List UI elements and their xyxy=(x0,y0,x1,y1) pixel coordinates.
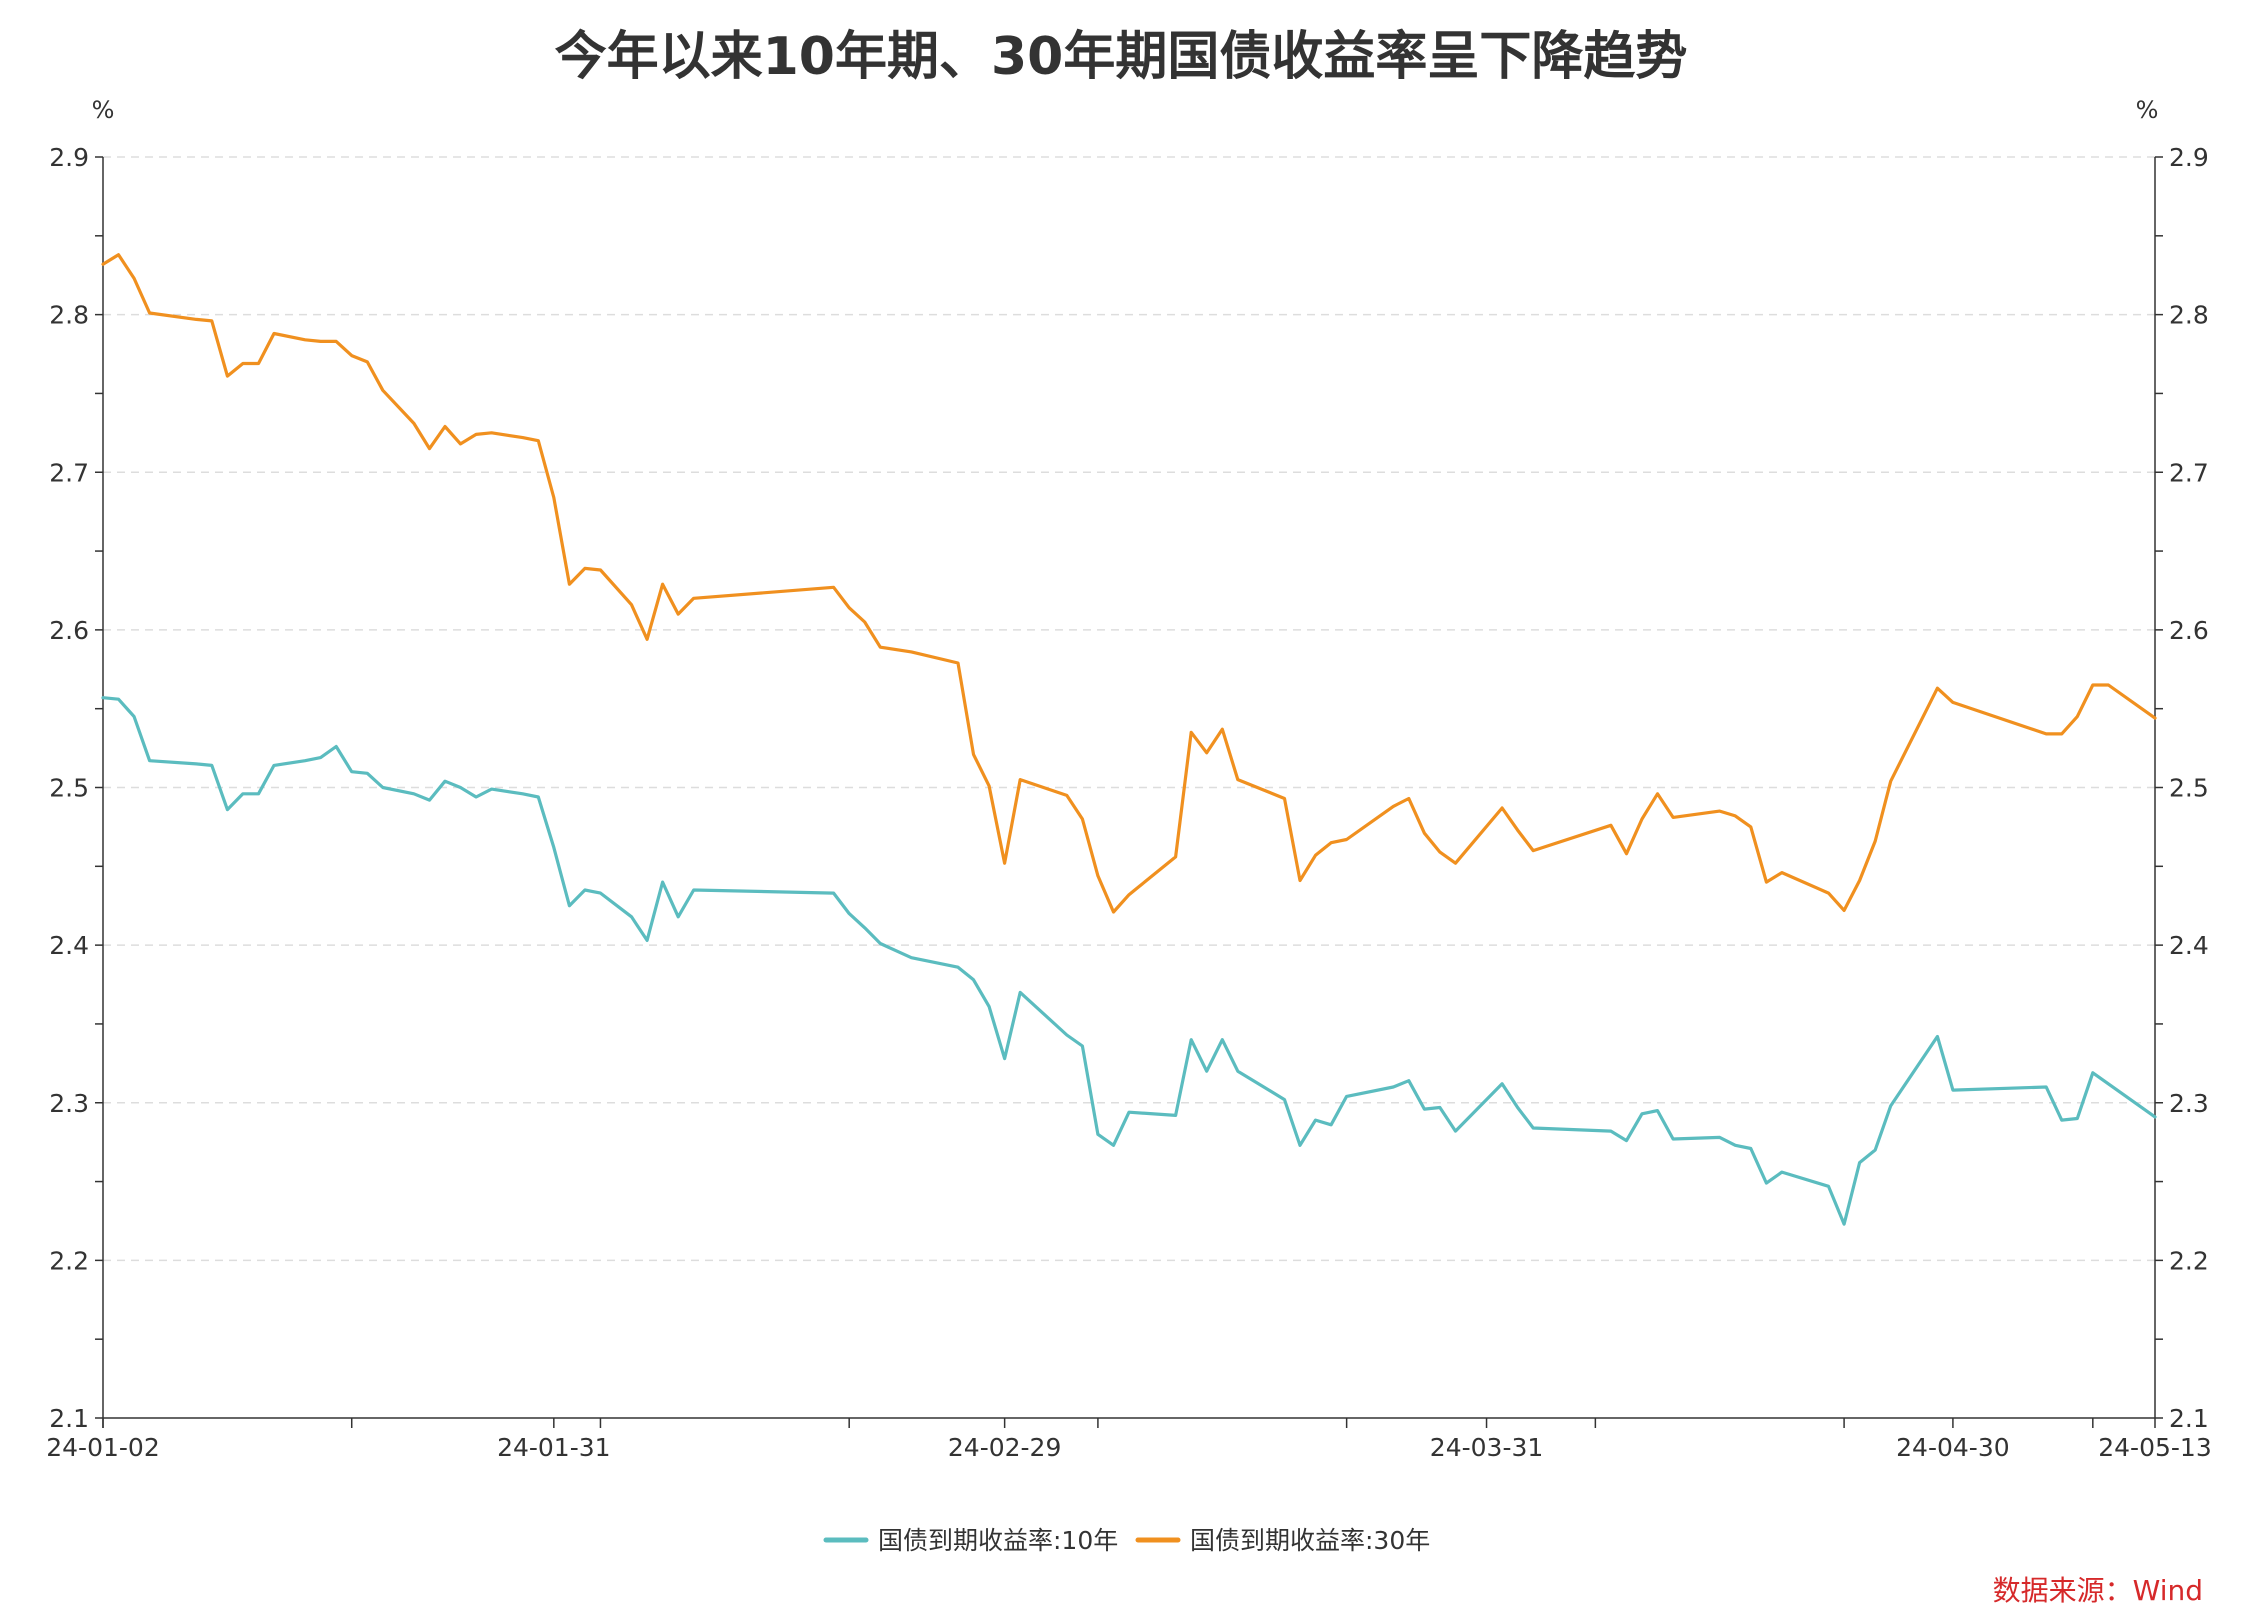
y-tick-label-left: 2.5 xyxy=(49,774,89,803)
x-tick-label: 24-01-31 xyxy=(497,1433,610,1462)
y-tick-label-right: 2.2 xyxy=(2169,1246,2209,1275)
y-tick-label-right: 2.4 xyxy=(2169,931,2209,960)
chart-title: 今年以来10年期、30年期国债收益率呈下降趋势 xyxy=(555,27,1688,87)
legend-label-10y: 国债到期收益率:10年 xyxy=(878,1526,1118,1555)
y-tick-label-right: 2.6 xyxy=(2169,616,2209,645)
y-tick-label-left: 2.2 xyxy=(49,1246,89,1275)
y-axis-unit-right: % xyxy=(2136,96,2159,124)
x-tick-label: 24-05-13 xyxy=(2098,1433,2211,1462)
y-tick-label-left: 2.4 xyxy=(49,931,89,960)
y-tick-label-right: 2.8 xyxy=(2169,301,2209,330)
series-line-10y xyxy=(101,696,2157,1226)
y-tick-label-right: 2.7 xyxy=(2169,458,2209,487)
series-line-30y xyxy=(101,253,2157,914)
y-tick-label-right: 2.5 xyxy=(2169,774,2209,803)
x-tick-label: 24-03-31 xyxy=(1430,1433,1543,1462)
axes: 2.1 2.1 2.2 2.2 2.3 2.3 2.4 2.4 2.5 2.5 2.6 2.6 2.7 2… xyxy=(46,143,2211,1462)
x-tick-label: 24-02-29 xyxy=(948,1433,1061,1462)
x-tick-label: 24-01-02 xyxy=(46,1433,159,1462)
legend: 国债到期收益率:10年 国债到期收益率:30年 xyxy=(823,1526,1430,1555)
y-axis-unit-left: % xyxy=(92,96,115,124)
y-tick-label-left: 2.7 xyxy=(49,458,89,487)
y-tick-label-left: 2.1 xyxy=(49,1404,89,1433)
grid-lines xyxy=(103,156,2155,1262)
y-tick-label-left: 2.9 xyxy=(49,143,89,172)
y-tick-label-right: 2.1 xyxy=(2169,1404,2209,1433)
y-tick-label-left: 2.8 xyxy=(49,301,89,330)
y-tick-label-left: 2.3 xyxy=(49,1089,89,1118)
series-lines xyxy=(101,253,2157,1226)
y-tick-label-right: 2.9 xyxy=(2169,143,2209,172)
data-source-note: 数据来源：Wind xyxy=(1993,1574,2203,1607)
y-tick-label-right: 2.3 xyxy=(2169,1089,2209,1118)
y-tick-label-left: 2.6 xyxy=(49,616,89,645)
legend-label-30y: 国债到期收益率:30年 xyxy=(1190,1526,1430,1555)
x-tick-label: 24-04-30 xyxy=(1896,1433,2009,1462)
